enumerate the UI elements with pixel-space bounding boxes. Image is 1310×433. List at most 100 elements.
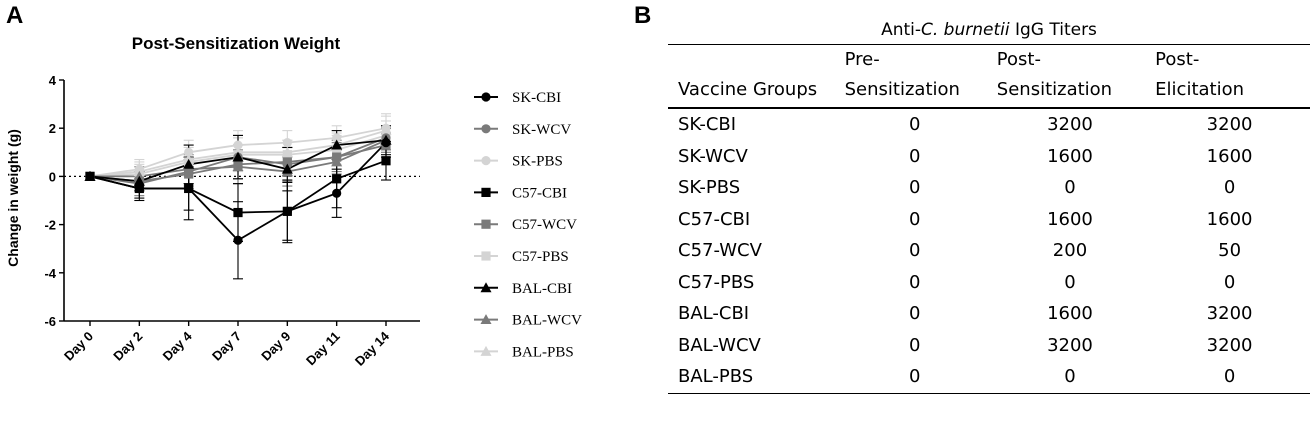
- cell-pre-sensitization: 0: [908, 114, 921, 136]
- titer-table: Vaccine Groups Pre- Sensitization Post- Se…: [668, 44, 1310, 394]
- cell-post-elicitation: 0: [1223, 177, 1236, 199]
- cell-group: SK-PBS: [678, 177, 741, 199]
- table-row: BAL-PBS 0 0 0: [668, 361, 1310, 394]
- panel-b-letter: B: [634, 2, 652, 29]
- axes: -6 -4 -2 0 2 4 Day 0 Day 2 Day 4 Day 7 Day 9 Day 11…: [44, 73, 420, 369]
- cell-post-sensitization: 1600: [1047, 208, 1093, 230]
- data-point-c57-wcv: [184, 169, 194, 179]
- data-point-c57-cbi: [134, 183, 144, 194]
- legend-marker-c57-wcv: [481, 219, 491, 229]
- data-point-sk-pbs: [332, 133, 342, 143]
- cell-pre-sensitization: 0: [908, 240, 921, 262]
- cell-pre-sensitization: 0: [908, 208, 921, 230]
- data-point-bal-cbi: [281, 163, 293, 174]
- cell-post-elicitation: 0: [1223, 271, 1236, 293]
- data-point-c57-pbs: [332, 145, 342, 155]
- legend: SK-CBI SK-WCV SK-PBS C57-CBI C57-WCV C57-PBS B…: [474, 90, 582, 360]
- cell-group: BAL-WCV: [678, 334, 761, 356]
- y-tick-label: 4: [49, 73, 57, 88]
- legend-marker-sk-wcv: [481, 124, 491, 134]
- cell-pre-sensitization: 0: [908, 334, 921, 356]
- data-point-sk-pbs: [233, 140, 243, 150]
- cell-group: SK-CBI: [678, 114, 737, 136]
- cell-pre-sensitization: 0: [838, 361, 991, 394]
- legend-marker-c57-pbs: [481, 251, 491, 261]
- data-point-bal-cbi: [133, 175, 145, 186]
- table-row: SK-CBI 0 3200 3200: [668, 109, 1310, 141]
- cell-group: BAL-PBS: [668, 361, 839, 394]
- weight-chart: Post-Sensitization Weight Change in weig…: [5, 34, 582, 369]
- data-point-bal-cbi: [183, 158, 195, 169]
- data-point-bal-pbs: [281, 146, 293, 157]
- x-tick-label: Day 2: [110, 329, 145, 364]
- cell-post-elicitation: 0: [1149, 361, 1310, 394]
- table-row: C57-WCV 0 200 50: [668, 235, 1310, 267]
- data-point-bal-cbi: [232, 151, 244, 162]
- table-row: SK-WCV 0 1600 1600: [668, 141, 1310, 173]
- cell-post-sensitization: 0: [990, 361, 1150, 394]
- cell-post-sensitization: 3200: [1047, 334, 1093, 356]
- y-tick-label: -4: [44, 266, 56, 281]
- table-row: SK-PBS 0 0 0: [668, 172, 1310, 204]
- cell-post-sensitization: 1600: [1047, 303, 1093, 325]
- legend-label-sk-wcv: SK-WCV: [512, 122, 571, 138]
- cell-post-elicitation: 1600: [1206, 208, 1253, 230]
- data-point-bal-wcv: [232, 161, 244, 172]
- x-tick-label: Day 14: [352, 328, 393, 369]
- legend-label-c57-cbi: C57-CBI: [512, 185, 567, 201]
- cell-post-sensitization: 3200: [1047, 114, 1093, 136]
- cell-group: C57-PBS: [678, 271, 755, 293]
- legend-marker-sk-pbs: [481, 156, 491, 166]
- cell-pre-sensitization: 0: [908, 303, 921, 325]
- cell-post-elicitation: 3200: [1206, 114, 1253, 136]
- data-point-c57-cbi: [282, 206, 292, 216]
- cell-post-sensitization: 1600: [1047, 145, 1093, 167]
- legend-label-c57-pbs: C57-PBS: [512, 249, 569, 265]
- cell-post-sensitization: 0: [1064, 271, 1076, 293]
- cell-group: SK-WCV: [678, 145, 748, 167]
- legend-marker-bal-cbi: [480, 282, 492, 293]
- y-tick-label: 2: [49, 121, 56, 136]
- data-point-sk-pbs: [184, 147, 194, 157]
- legend-marker-sk-cbi: [481, 92, 491, 102]
- legend-marker-bal-wcv: [480, 314, 492, 325]
- cell-pre-sensitization: 0: [908, 271, 921, 293]
- y-tick-label: -6: [44, 314, 56, 329]
- data-point-c57-wcv: [282, 157, 292, 167]
- cell-group: C57-WCV: [678, 240, 762, 262]
- cell-post-sensitization: 0: [1064, 177, 1076, 199]
- legend-marker-c57-cbi: [481, 187, 491, 197]
- table-row: C57-CBI 0 1600 1600: [668, 204, 1310, 236]
- error-bars: [134, 113, 391, 280]
- titer-table-panel: Anti-C. burnetii IgG Titers Vaccine Grou…: [668, 16, 1310, 394]
- legend-label-sk-pbs: SK-PBS: [512, 154, 563, 170]
- y-tick-label: 0: [49, 169, 56, 184]
- table-title: Anti-C. burnetii IgG Titers: [668, 16, 1310, 44]
- data-point-sk-cbi: [233, 235, 243, 245]
- x-tick-label: Day 4: [160, 328, 196, 364]
- y-axis-label: Change in weight (g): [5, 129, 21, 267]
- cell-pre-sensitization: 0: [908, 177, 921, 199]
- data-point-sk-pbs: [282, 138, 292, 148]
- data-point-c57-cbi: [233, 207, 243, 218]
- data-point-bal-cbi: [331, 139, 343, 150]
- table-row: C57-PBS 0 0 0: [668, 267, 1310, 299]
- header-post-elicitation: Post- Elicitation: [1155, 49, 1245, 100]
- legend-label-bal-pbs: BAL-PBS: [512, 344, 574, 360]
- cell-post-elicitation: 50: [1218, 240, 1242, 262]
- panel-a-letter: A: [6, 2, 24, 29]
- cell-post-elicitation: 3200: [1206, 303, 1253, 325]
- data-point-sk-cbi: [332, 188, 342, 198]
- cell-post-sensitization: 200: [1052, 240, 1088, 262]
- cell-group: C57-CBI: [678, 208, 751, 230]
- cell-group: BAL-CBI: [678, 303, 750, 325]
- cell-pre-sensitization: 0: [908, 145, 921, 167]
- cell-post-elicitation: 3200: [1206, 334, 1253, 356]
- header-vaccine-groups: Vaccine Groups: [678, 79, 818, 100]
- legend-label-c57-wcv: C57-WCV: [512, 217, 577, 233]
- header-pre-sensitization: Pre- Sensitization: [844, 49, 960, 100]
- x-tick-label: Day 0: [61, 329, 96, 364]
- legend-label-sk-cbi: SK-CBI: [512, 90, 561, 106]
- table-title-organism: C. burnetii: [921, 20, 1010, 40]
- table-title-prefix: Anti-: [881, 20, 921, 40]
